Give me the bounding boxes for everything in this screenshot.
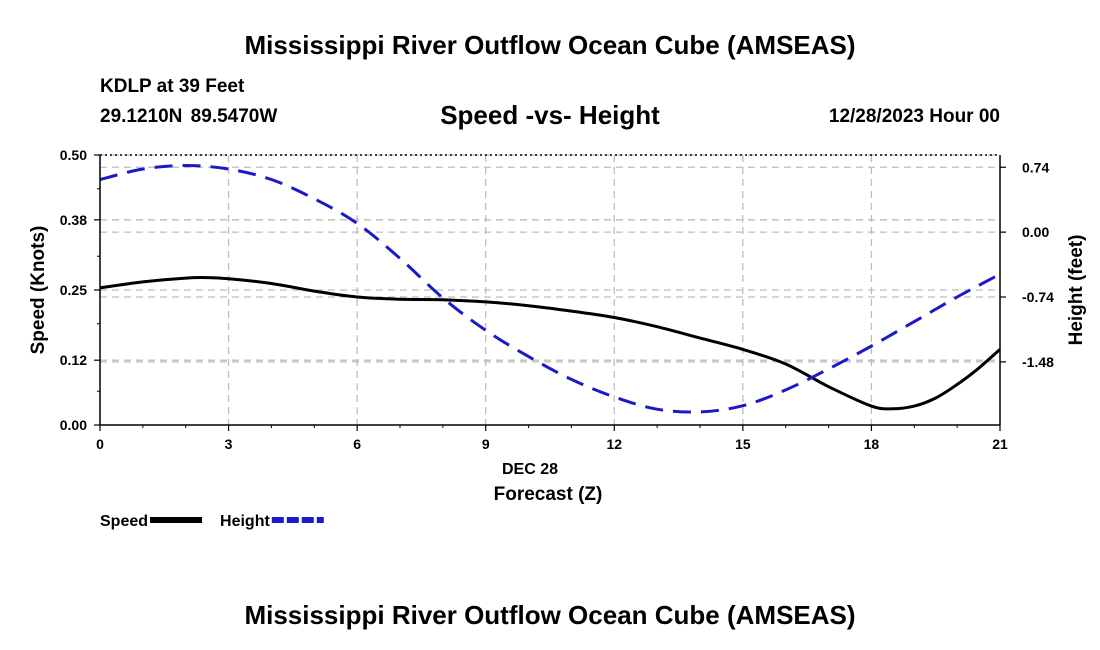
x-tick-label: 9 [482,436,490,452]
x-tick-label: 12 [606,436,622,452]
height-series-line [99,163,1001,414]
legend-label-speed: Speed [100,513,148,530]
left-axis-title: Speed (Knots) [28,226,49,355]
legend: Speed Height [100,513,324,530]
x-tick-label: 6 [353,436,361,452]
page-title: Mississippi River Outflow Ocean Cube (AM… [244,30,856,60]
legend-label-height: Height [220,513,270,530]
right-tick-label: 0.00 [1022,224,1049,240]
x-tick-label: 18 [864,436,880,452]
x-tick-label: 3 [225,436,233,452]
x-tick-label: 21 [992,436,1008,452]
right-tick-label: 0.74 [1022,159,1049,175]
speed-series-line [99,276,1001,411]
datetime-label: 12/28/2023 Hour 00 [828,106,1000,127]
footer-title: Mississippi River Outflow Ocean Cube (AM… [244,600,856,630]
left-tick-label: 0.38 [60,212,87,228]
left-tick-label: 0.12 [60,352,87,368]
x-axis-title: Forecast (Z) [494,484,603,505]
chart-subtitle: Speed -vs- Height [440,100,660,130]
x-date-label: DEC 28 [502,461,558,478]
x-tick-label: 0 [96,436,104,452]
left-tick-label: 0.00 [60,417,87,433]
right-axis-title: Height (feet) [1066,235,1087,346]
right-tick-label: -1.48 [1022,354,1054,370]
axis-labels: 0 3 6 9 12 15 18 21 0.00 0.12 0.25 0.38 0.50 0.74 0.00… [28,147,1087,505]
left-tick-label: 0.50 [60,147,87,163]
left-tick-label: 0.25 [60,282,87,298]
station-label: KDLP at 39 Feet [100,76,245,97]
axes [94,154,1006,431]
right-tick-label: -0.74 [1022,289,1054,305]
grid [100,154,1000,425]
x-tick-label: 15 [735,436,751,452]
speed-height-chart: 0 3 6 9 12 15 18 21 0.00 0.12 0.25 0.38 0.50 0.74 0.00… [28,147,1087,530]
coordinates-label: 29.1210N 89.5470W [100,106,278,127]
series-layer [99,163,1001,414]
